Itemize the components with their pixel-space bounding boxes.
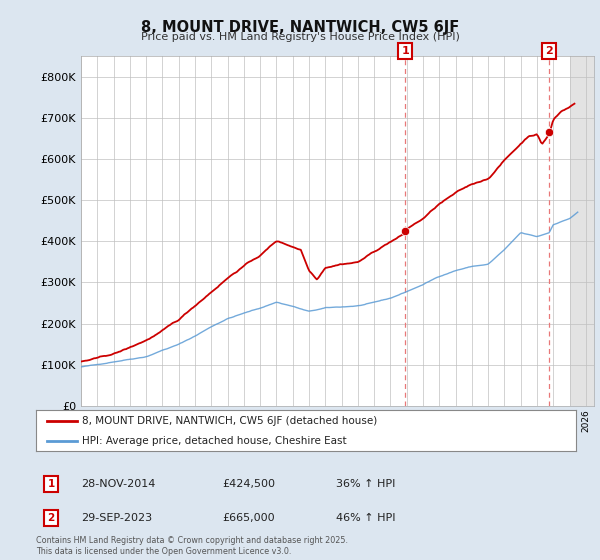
Text: 46% ↑ HPI: 46% ↑ HPI — [336, 513, 395, 523]
Text: 28-NOV-2014: 28-NOV-2014 — [81, 479, 155, 489]
Text: 1: 1 — [47, 479, 55, 489]
Text: 1: 1 — [401, 46, 409, 56]
Text: 36% ↑ HPI: 36% ↑ HPI — [336, 479, 395, 489]
Bar — [569, 56, 594, 406]
Text: £665,000: £665,000 — [222, 513, 275, 523]
Text: 8, MOUNT DRIVE, NANTWICH, CW5 6JF (detached house): 8, MOUNT DRIVE, NANTWICH, CW5 6JF (detac… — [82, 416, 377, 426]
Text: £424,500: £424,500 — [222, 479, 275, 489]
Text: 29-SEP-2023: 29-SEP-2023 — [81, 513, 152, 523]
Text: 8, MOUNT DRIVE, NANTWICH, CW5 6JF: 8, MOUNT DRIVE, NANTWICH, CW5 6JF — [141, 20, 459, 35]
Text: 2: 2 — [545, 46, 553, 56]
Text: Contains HM Land Registry data © Crown copyright and database right 2025.
This d: Contains HM Land Registry data © Crown c… — [36, 536, 348, 556]
Text: HPI: Average price, detached house, Cheshire East: HPI: Average price, detached house, Ches… — [82, 436, 347, 446]
Text: Price paid vs. HM Land Registry's House Price Index (HPI): Price paid vs. HM Land Registry's House … — [140, 32, 460, 43]
Text: 2: 2 — [47, 513, 55, 523]
